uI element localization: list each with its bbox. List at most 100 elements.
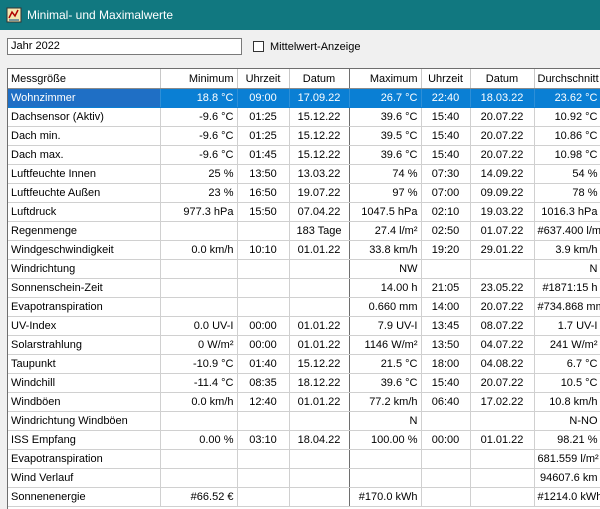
- cell-average: 98.21 %: [534, 430, 600, 450]
- cell-max-date: [470, 468, 535, 488]
- cell-max-date: 09.09.22: [470, 183, 535, 203]
- cell-max-date: 29.01.22: [470, 240, 535, 260]
- cell-average: 6.7 °C: [534, 354, 600, 374]
- cell-minimum: 0.00 %: [160, 430, 238, 450]
- cell-max-date: 19.03.22: [470, 202, 535, 222]
- header-average[interactable]: Durchschnitt: [534, 69, 600, 89]
- table-row[interactable]: Evapotranspiration 0.660 mm 14:00 20.07.22 #…: [8, 297, 600, 317]
- cell-maximum: 39.5 °C: [349, 126, 422, 146]
- table-row[interactable]: UV-Index 0.0 UV-I 00:00 01.01.22 7.9 UV-I 13:…: [8, 316, 600, 336]
- cell-minimum: -10.9 °C: [160, 354, 238, 374]
- cell-max-date: [470, 411, 535, 431]
- cell-max-date: 04.07.22: [470, 335, 535, 355]
- cell-maximum: NW: [349, 259, 422, 279]
- mean-display-label[interactable]: Mittelwert-Anzeige: [270, 41, 361, 53]
- values-grid[interactable]: Messgröße Minimum Uhrzeit Datum Maximum Uhrze…: [7, 68, 600, 509]
- table-row[interactable]: Wind Verlauf 94607.6 km: [8, 468, 600, 488]
- cell-max-date: 17.02.22: [470, 392, 535, 412]
- cell-max-date: [470, 449, 535, 469]
- cell-measure: Taupunkt: [8, 354, 161, 374]
- header-max-time[interactable]: Uhrzeit: [421, 69, 471, 89]
- cell-min-date: 15.12.22: [289, 354, 350, 374]
- cell-average: 3.9 km/h: [534, 240, 600, 260]
- cell-minimum: [160, 411, 238, 431]
- cell-minimum: 0.0 UV-I: [160, 316, 238, 336]
- cell-max-time: [421, 487, 471, 507]
- cell-measure: Evapotranspiration: [8, 297, 161, 317]
- cell-maximum: 39.6 °C: [349, 373, 422, 393]
- table-row[interactable]: Luftfeuchte Außen 23 % 16:50 19.07.22 97 % 07…: [8, 183, 600, 203]
- table-row[interactable]: Evapotranspiration 681.559 l/m²: [8, 449, 600, 469]
- cell-min-date: [289, 259, 350, 279]
- table-row[interactable]: Taupunkt -10.9 °C 01:40 15.12.22 21.5 °C 18:0…: [8, 354, 600, 374]
- cell-average: 54 %: [534, 164, 600, 184]
- table-row[interactable]: Solarstrahlung 0 W/m² 00:00 01.01.22 1146 W/…: [8, 335, 600, 355]
- cell-min-date: 07.04.22: [289, 202, 350, 222]
- year-select-field[interactable]: Jahr 2022: [7, 38, 242, 55]
- table-header-row: Messgröße Minimum Uhrzeit Datum Maximum Uhrze…: [8, 69, 600, 89]
- cell-max-time: 02:10: [421, 202, 471, 222]
- header-min-date[interactable]: Datum: [289, 69, 350, 89]
- cell-min-time: 03:10: [237, 430, 290, 450]
- cell-minimum: [160, 278, 238, 298]
- header-max-date[interactable]: Datum: [470, 69, 535, 89]
- cell-min-time: 13:50: [237, 164, 290, 184]
- cell-measure: ISS Empfang: [8, 430, 161, 450]
- cell-minimum: -9.6 °C: [160, 145, 238, 165]
- cell-minimum: 25 %: [160, 164, 238, 184]
- cell-average: 10.86 °C: [534, 126, 600, 146]
- table-row[interactable]: Luftfeuchte Innen 25 % 13:50 13.03.22 74 % 07…: [8, 164, 600, 184]
- cell-max-date: 20.07.22: [470, 107, 535, 127]
- cell-minimum: 977.3 hPa: [160, 202, 238, 222]
- table-row[interactable]: Dachsensor (Aktiv) -9.6 °C 01:25 15.12.22 39…: [8, 107, 600, 127]
- cell-max-time: 15:40: [421, 126, 471, 146]
- table-row[interactable]: Dach max. -9.6 °C 01:45 15.12.22 39.6 °C 15:4…: [8, 145, 600, 165]
- cell-min-date: [289, 449, 350, 469]
- cell-min-time: 09:00: [237, 88, 290, 108]
- cell-min-date: 01.01.22: [289, 392, 350, 412]
- window-titlebar[interactable]: Minimal- und Maximalwerte: [0, 0, 600, 30]
- header-measure[interactable]: Messgröße: [8, 69, 161, 89]
- cell-min-time: 00:00: [237, 316, 290, 336]
- cell-minimum: -9.6 °C: [160, 126, 238, 146]
- header-maximum[interactable]: Maximum: [349, 69, 422, 89]
- table-row[interactable]: Windgeschwindigkeit 0.0 km/h 10:10 01.01.22…: [8, 240, 600, 260]
- table-row[interactable]: Windrichtung Windböen N N-NO: [8, 411, 600, 431]
- cell-measure: Luftfeuchte Innen: [8, 164, 161, 184]
- header-min-time[interactable]: Uhrzeit: [237, 69, 290, 89]
- table-row[interactable]: Luftdruck 977.3 hPa 15:50 07.04.22 1047.5 hP…: [8, 202, 600, 222]
- filter-bar: Jahr 2022 Mittelwert-Anzeige: [0, 30, 600, 64]
- cell-min-date: 183 Tage: [289, 221, 350, 241]
- cell-measure: Evapotranspiration: [8, 449, 161, 469]
- cell-min-time: 15:50: [237, 202, 290, 222]
- window-title: Minimal- und Maximalwerte: [27, 8, 174, 22]
- mean-display-checkbox[interactable]: [253, 41, 264, 52]
- cell-max-date: 08.07.22: [470, 316, 535, 336]
- cell-max-time: 18:00: [421, 354, 471, 374]
- cell-maximum: 27.4 l/m²: [349, 221, 422, 241]
- cell-measure: Dachsensor (Aktiv): [8, 107, 161, 127]
- table-row[interactable]: Regenmenge 183 Tage 27.4 l/m² 02:50 01.07.22…: [8, 221, 600, 241]
- cell-minimum: 0.0 km/h: [160, 392, 238, 412]
- cell-min-date: 01.01.22: [289, 316, 350, 336]
- cell-average: 23.62 °C: [534, 88, 600, 108]
- cell-measure: Sonnenenergie: [8, 487, 161, 507]
- cell-minimum: 0 W/m²: [160, 335, 238, 355]
- header-minimum[interactable]: Minimum: [160, 69, 238, 89]
- table-row[interactable]: Wohnzimmer 18.8 °C 09:00 17.09.22 26.7 °C 22:…: [8, 88, 600, 108]
- cell-min-date: 01.01.22: [289, 335, 350, 355]
- table-row[interactable]: Windchill -11.4 °C 08:35 18.12.22 39.6 °C 15:…: [8, 373, 600, 393]
- table-row[interactable]: Windböen 0.0 km/h 12:40 01.01.22 77.2 km/h 06…: [8, 392, 600, 412]
- table-row[interactable]: Sonnenschein-Zeit 14.00 h 21:05 23.05.22 #18…: [8, 278, 600, 298]
- table-row[interactable]: Sonnenenergie #66.52 € #170.0 kWh #1214.0 k…: [8, 487, 600, 507]
- table-row[interactable]: ISS Empfang 0.00 % 03:10 18.04.22 100.00 % 00…: [8, 430, 600, 450]
- cell-min-time: 00:00: [237, 335, 290, 355]
- table-row[interactable]: Windrichtung NW N: [8, 259, 600, 279]
- cell-max-date: 23.05.22: [470, 278, 535, 298]
- cell-measure: Wohnzimmer: [8, 88, 161, 108]
- table-row[interactable]: Dach min. -9.6 °C 01:25 15.12.22 39.5 °C 15:4…: [8, 126, 600, 146]
- cell-average: 1016.3 hPa: [534, 202, 600, 222]
- cell-min-time: 16:50: [237, 183, 290, 203]
- cell-maximum: #170.0 kWh: [349, 487, 422, 507]
- cell-max-time: 15:40: [421, 145, 471, 165]
